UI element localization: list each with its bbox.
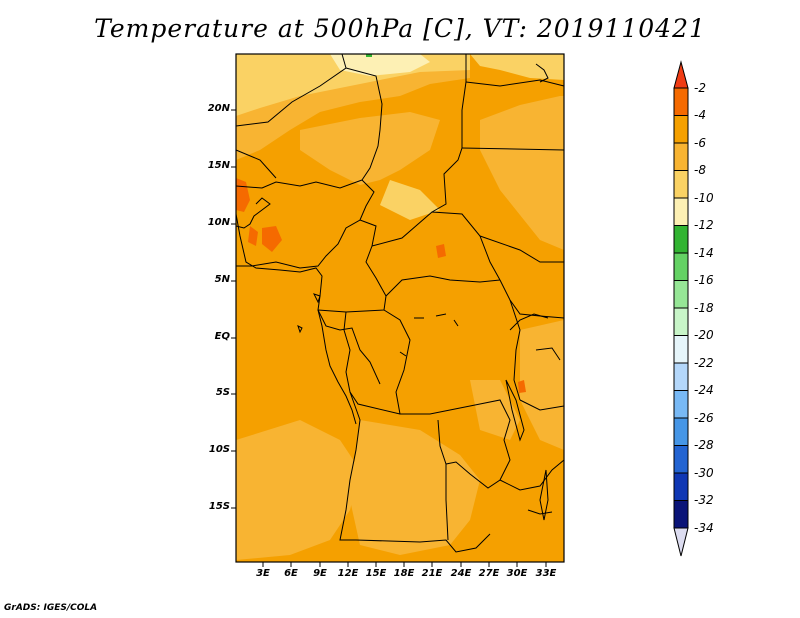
- colorbar-box-12: [673, 390, 689, 419]
- colorbar-label: -24: [694, 383, 714, 397]
- lon-label: 9E: [313, 568, 327, 579]
- lat-label: 10S: [208, 444, 230, 455]
- colorbar-box-16: [673, 500, 689, 529]
- lon-label: 15E: [365, 568, 387, 579]
- colorbar-label: -16: [694, 273, 714, 287]
- lon-label: 33E: [535, 568, 557, 579]
- colorbar-box-7: [673, 252, 689, 281]
- lon-label: 12E: [337, 568, 359, 579]
- colorbar-label: -2: [694, 81, 706, 95]
- country-borders: [235, 53, 565, 553]
- colorbar-label: -20: [694, 328, 714, 342]
- lat-label: 5N: [214, 274, 230, 285]
- lon-label: 24E: [450, 568, 472, 579]
- colorbar-box-3: [673, 142, 689, 171]
- colorbar-box-14: [673, 445, 689, 474]
- colorbar: [673, 60, 689, 557]
- colorbar-box-11: [673, 362, 689, 391]
- lat-label: 15N: [207, 160, 230, 171]
- lat-label: EQ: [214, 331, 230, 342]
- colorbar-box-8: [673, 280, 689, 309]
- colorbar-label: -22: [694, 356, 714, 370]
- colorbar-label: -32: [694, 493, 714, 507]
- colorbar-box-10: [673, 335, 689, 364]
- lat-label: 20N: [207, 103, 230, 114]
- colorbar-bottom-triangle: [673, 527, 689, 557]
- colorbar-box-5: [673, 197, 689, 226]
- colorbar-label: -18: [694, 301, 714, 315]
- lon-label: 27E: [478, 568, 500, 579]
- axis-ticks: [231, 109, 547, 567]
- colorbar-box-1: [673, 87, 689, 116]
- colorbar-box-2: [673, 115, 689, 144]
- colorbar-label: -6: [694, 136, 706, 150]
- lat-label: 10N: [207, 217, 230, 228]
- colorbar-box-15: [673, 472, 689, 501]
- colorbar-label: -12: [694, 218, 714, 232]
- map-frame: [235, 53, 565, 563]
- colorbar-label: -14: [694, 246, 714, 260]
- colorbar-top-triangle: [673, 60, 689, 89]
- colorbar-label: -34: [694, 521, 714, 535]
- cold-spot: [366, 54, 372, 57]
- colorbar-label: -8: [694, 163, 706, 177]
- lat-label: 15S: [208, 501, 230, 512]
- colorbar-box-6: [673, 225, 689, 254]
- warm-temperature-regions: [236, 178, 526, 393]
- grads-credit: GrADS: IGES/COLA: [4, 603, 98, 613]
- lat-label: 5S: [215, 387, 230, 398]
- map-title: Temperature at 500hPa [C], VT: 201911042…: [94, 14, 706, 43]
- lon-label: 6E: [284, 568, 298, 579]
- colorbar-label: -26: [694, 411, 714, 425]
- colorbar-label: -10: [694, 191, 714, 205]
- colorbar-label: -28: [694, 438, 714, 452]
- colorbar-box-9: [673, 307, 689, 336]
- colorbar-label: -4: [694, 108, 706, 122]
- lon-label: 3E: [256, 568, 270, 579]
- colorbar-box-13: [673, 417, 689, 446]
- lon-label: 30E: [506, 568, 528, 579]
- lon-label: 18E: [393, 568, 415, 579]
- colorbar-box-4: [673, 170, 689, 199]
- colorbar-label: -30: [694, 466, 714, 480]
- lon-label: 21E: [421, 568, 443, 579]
